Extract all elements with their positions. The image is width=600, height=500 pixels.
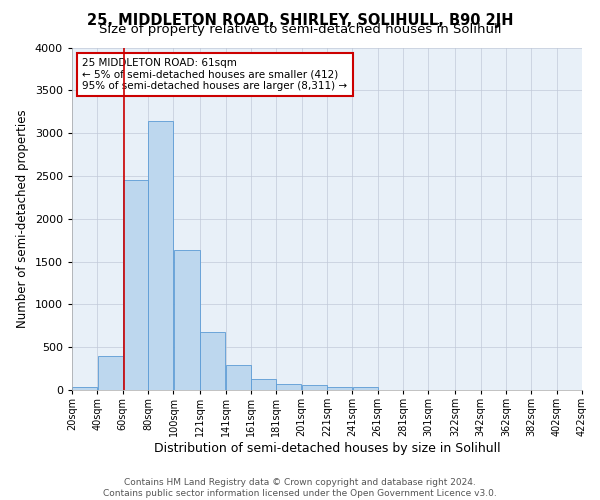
Text: Size of property relative to semi-detached houses in Solihull: Size of property relative to semi-detach… [99,22,501,36]
Bar [200,332,226,390]
Y-axis label: Number of semi-detached properties: Number of semi-detached properties [16,110,29,328]
Bar [251,379,276,390]
Bar [123,180,148,390]
Text: 25, MIDDLETON ROAD, SHIRLEY, SOLIHULL, B90 2JH: 25, MIDDLETON ROAD, SHIRLEY, SOLIHULL, B… [87,12,513,28]
Bar [98,356,122,390]
Bar [302,386,327,390]
Bar [173,250,200,390]
X-axis label: Distribution of semi-detached houses by size in Solihull: Distribution of semi-detached houses by … [154,442,500,455]
Text: Contains HM Land Registry data © Crown copyright and database right 2024.
Contai: Contains HM Land Registry data © Crown c… [103,478,497,498]
Bar [277,384,301,390]
Bar [226,365,251,390]
Bar [327,386,352,390]
Bar [148,121,173,390]
Bar [353,388,377,390]
Text: 25 MIDDLETON ROAD: 61sqm
← 5% of semi-detached houses are smaller (412)
95% of s: 25 MIDDLETON ROAD: 61sqm ← 5% of semi-de… [82,58,347,91]
Bar [72,388,97,390]
